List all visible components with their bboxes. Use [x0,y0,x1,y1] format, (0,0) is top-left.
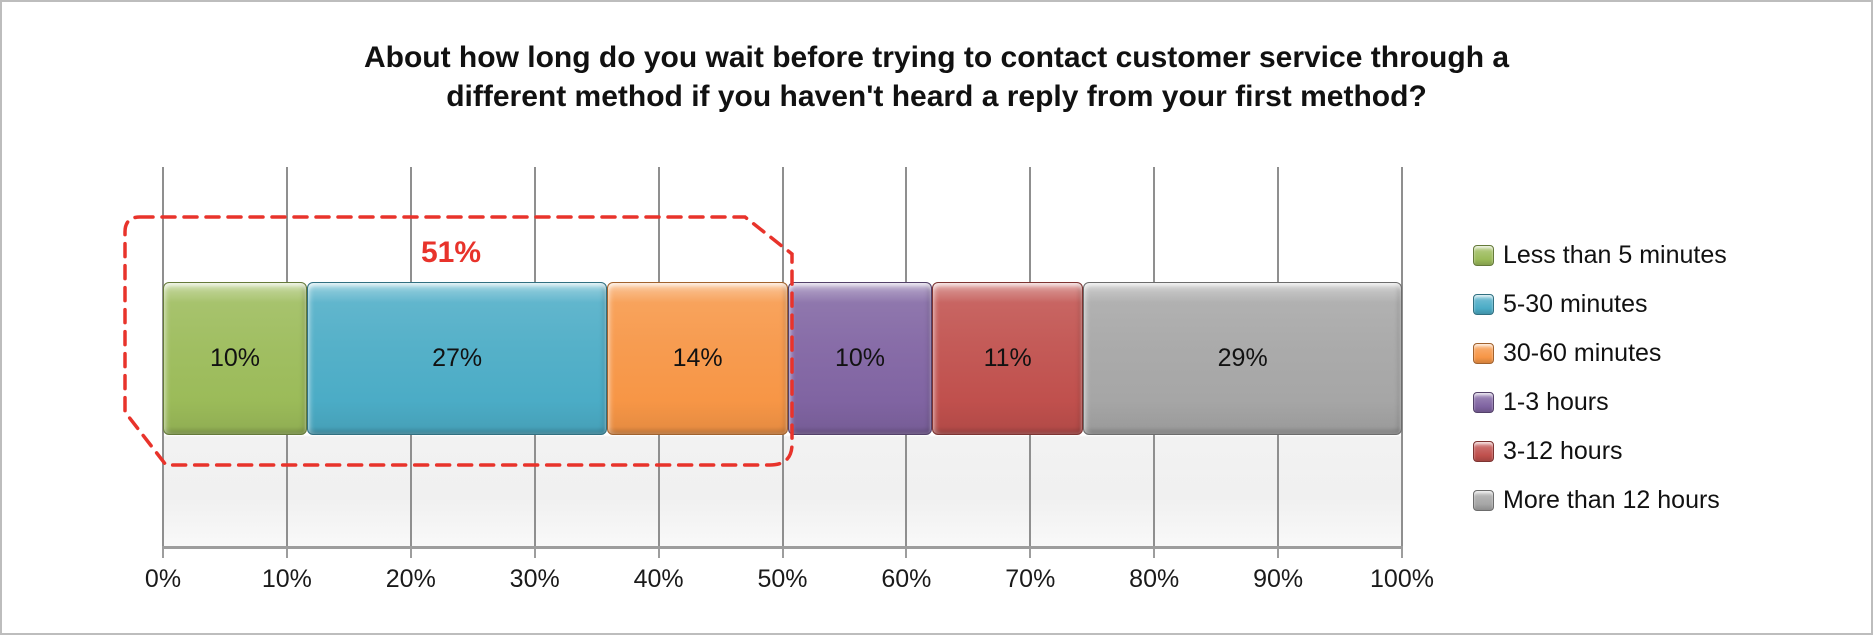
legend-item: 1-3 hours [1473,378,1727,427]
legend-swatch-icon [1473,245,1494,266]
x-axis-tick-label: 50% [757,565,808,593]
x-axis-tick-label: 40% [633,565,684,593]
x-axis-tick [285,547,288,558]
x-axis-tick [657,547,660,558]
x-axis-tick-label: 0% [144,565,182,593]
bar-segment-label: 29% [1217,344,1268,372]
x-axis-tick-label: 70% [1005,565,1056,593]
x-axis-tick [1029,547,1032,558]
x-axis-tick-label: 10% [261,565,312,593]
bar-segment-less-than-5-minutes: 10% [163,282,307,435]
legend-label: 3-12 hours [1503,437,1623,465]
bar-segment-label: 14% [672,344,723,372]
x-axis-tick [162,547,164,558]
x-axis-tick-label: 60% [881,565,932,593]
legend-label: 5-30 minutes [1503,290,1648,318]
legend-item: 30-60 minutes [1473,329,1727,378]
legend-label: 30-60 minutes [1503,339,1662,367]
bar-segment-label: 10% [209,344,261,372]
chart-title: About how long do you wait before trying… [2,38,1871,116]
bar-segment-label: 27% [432,344,483,372]
legend-label: More than 12 hours [1503,486,1720,514]
gridline [1401,167,1403,547]
x-axis-tick-label: 80% [1129,565,1180,593]
chart-title-line2: different method if you haven't heard a … [446,80,1427,113]
annotation-label: 51% [421,236,482,269]
plot-area: 10% 27% 14% 10% 11% 29% 0% 10% 20% 30% 40% 50% 60% 7… [145,167,1434,593]
bar-segment-3-12-hours: 11% [932,282,1084,435]
x-axis-tick [781,547,784,558]
x-axis-tick-label: 30% [509,565,560,593]
bar-segment-5-30-minutes: 27% [306,282,608,435]
bar-segment-1-3-hours: 10% [788,282,933,435]
bar-segment-30-60-minutes: 14% [607,282,789,435]
legend-item: More than 12 hours [1473,476,1727,525]
x-axis-tick [1277,547,1280,558]
x-axis-tick [533,547,536,558]
bar-segment-label: 10% [835,344,886,372]
x-axis-tick [1401,547,1403,558]
legend-item: 5-30 minutes [1473,280,1727,329]
legend-swatch-icon [1473,294,1494,315]
legend: Less than 5 minutes 5-30 minutes 30-60 min… [1473,231,1727,525]
x-axis-tick-label: 100% [1370,565,1434,593]
x-axis-tick-label: 20% [385,565,436,593]
legend-label: 1-3 hours [1503,388,1609,416]
bar-segment-more-than-12-hours: 29% [1083,282,1402,435]
x-axis-tick [409,547,412,558]
x-axis-tick [1153,547,1156,558]
bar-segment-label: 11% [983,344,1032,372]
legend-swatch-icon [1473,441,1494,462]
legend-swatch-icon [1473,490,1494,511]
legend-swatch-icon [1473,343,1494,364]
x-axis-tick-label: 90% [1253,565,1304,593]
legend-label: Less than 5 minutes [1503,241,1727,269]
legend-item: 3-12 hours [1473,427,1727,476]
legend-item: Less than 5 minutes [1473,231,1727,280]
x-axis-tick [905,547,908,558]
stacked-bar: 10% 27% 14% 10% 11% 29% [163,282,1402,435]
chart-title-line1: About how long do you wait before trying… [363,41,1510,74]
legend-swatch-icon [1473,392,1494,413]
